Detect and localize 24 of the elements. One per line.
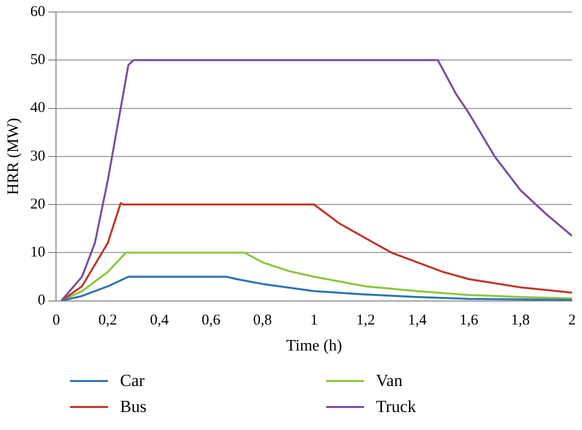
y-tick-label: 20 bbox=[30, 196, 46, 212]
x-tick-label: 2 bbox=[568, 312, 576, 329]
x-tick-label: 1 bbox=[310, 312, 318, 329]
y-tick-label: 60 bbox=[30, 4, 46, 20]
y-tick-label: 40 bbox=[30, 100, 46, 116]
y-axis-title: HRR (MW) bbox=[4, 118, 22, 195]
x-tick-label: 0,8 bbox=[253, 312, 272, 329]
x-tick-label: 0,6 bbox=[202, 312, 221, 329]
x-axis-title: Time (h) bbox=[286, 338, 342, 355]
x-tick-label: 1,8 bbox=[511, 312, 530, 329]
x-tick-label: 0,4 bbox=[150, 312, 170, 329]
x-tick-label: 1,6 bbox=[459, 312, 479, 329]
x-tick-label: 1,2 bbox=[356, 312, 376, 329]
y-tick-label: 10 bbox=[30, 244, 46, 261]
y-tick-label: 50 bbox=[30, 52, 46, 68]
legend-label: Van bbox=[376, 371, 402, 391]
x-tick-label: 0,2 bbox=[98, 312, 118, 329]
x-tick-label: 1,4 bbox=[408, 312, 428, 329]
y-tick-label: 0 bbox=[38, 292, 46, 309]
legend-label: Truck bbox=[376, 397, 416, 417]
legend-label: Bus bbox=[120, 397, 146, 417]
x-tick-label: 0 bbox=[52, 312, 60, 329]
y-tick-label: 30 bbox=[30, 148, 46, 164]
legend-label: Car bbox=[120, 371, 145, 391]
